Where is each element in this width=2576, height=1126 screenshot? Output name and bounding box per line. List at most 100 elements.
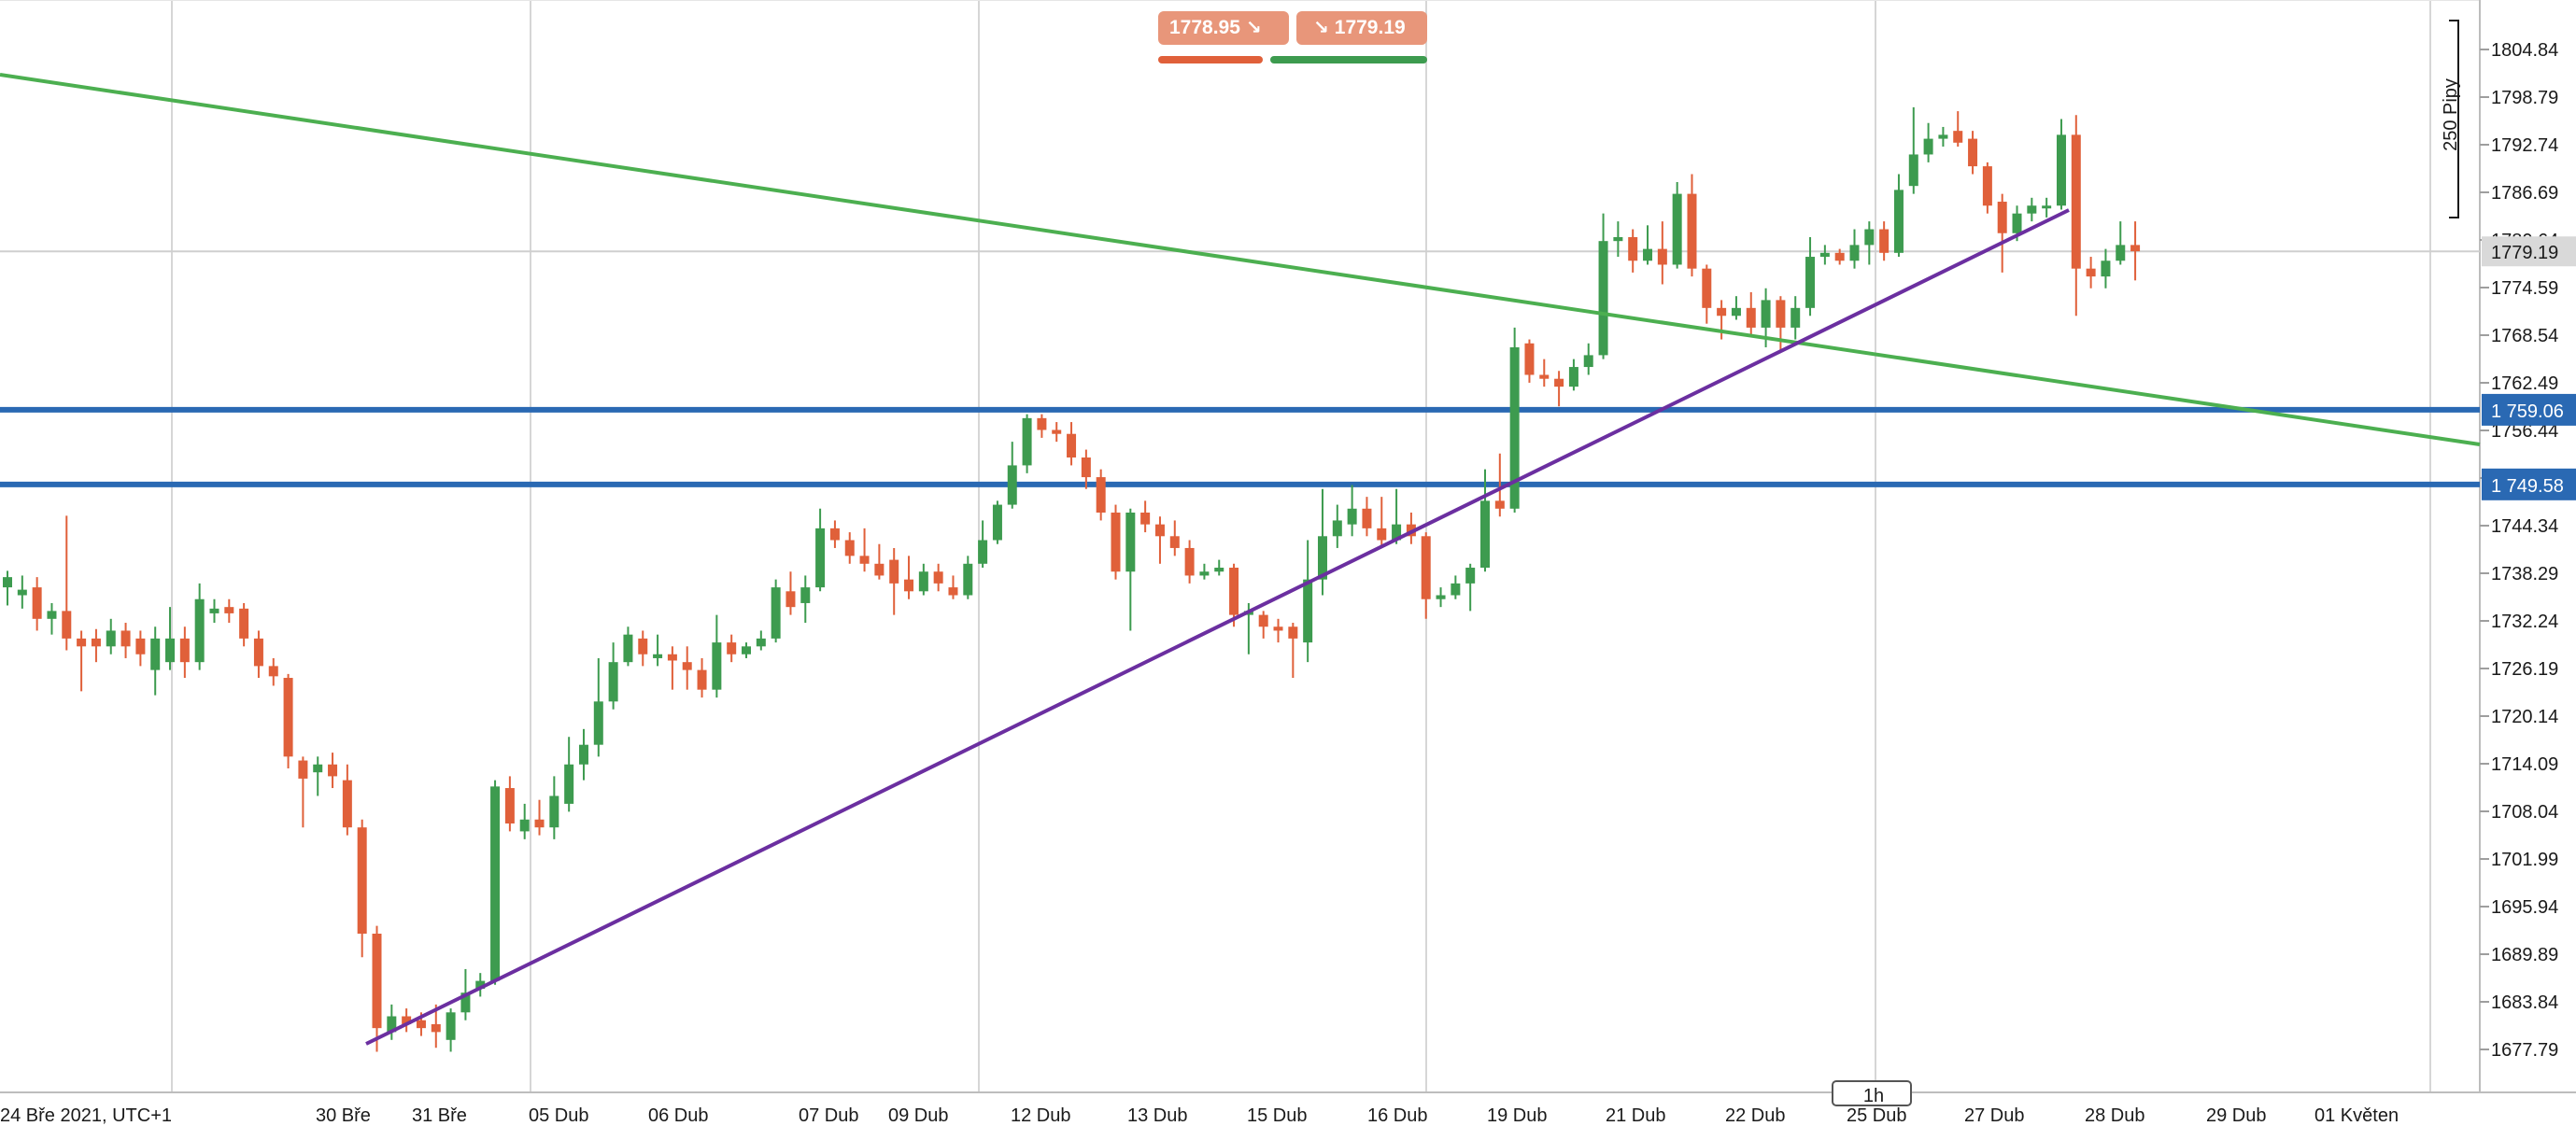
candle (712, 614, 722, 698)
candle-body (2071, 134, 2081, 269)
candle-body (1436, 595, 1446, 599)
candle-body (1154, 524, 1165, 537)
candle (1140, 500, 1151, 533)
candle-body (1451, 583, 1461, 596)
candle-body (194, 598, 205, 663)
candle-body (1879, 229, 1890, 253)
current-price-label: 1779.19 (2491, 243, 2558, 263)
level-price-label: 1 759.06 (2491, 401, 2564, 422)
level-price-tag (2482, 393, 2576, 426)
candle (2101, 248, 2111, 289)
candle-body (1392, 524, 1402, 541)
candle (1273, 618, 1283, 643)
time-tick-label: 30 Bře (316, 1105, 371, 1126)
trendlines[interactable] (0, 73, 2481, 1046)
time-tick-label: 13 Dub (1127, 1105, 1188, 1126)
price-tick-label: 1726.19 (2491, 659, 2558, 680)
timeframe-badge[interactable] (1832, 1080, 1912, 1106)
candle (1819, 245, 1830, 265)
candle (889, 547, 899, 615)
price-tick-label: 1677.79 (2491, 1040, 2558, 1061)
candle-body (1465, 568, 1476, 584)
candle-body (859, 556, 870, 564)
candle (446, 1008, 456, 1052)
candle (150, 626, 161, 696)
candle-body (1096, 477, 1106, 514)
level-price-label: 1 749.58 (2491, 476, 2564, 497)
sell-price-button[interactable]: 1778.95 ↘ (1158, 11, 1289, 45)
price-tick-label: 1714.09 (2491, 754, 2558, 775)
candle (1392, 488, 1402, 544)
candle-body (1229, 568, 1239, 615)
candle (1480, 469, 1490, 572)
candle (402, 1008, 412, 1033)
candle-body (150, 638, 161, 670)
price-tick-label: 1756.44 (2491, 421, 2558, 442)
candle-body (1849, 245, 1860, 261)
candle (209, 598, 219, 624)
candle-body (1317, 536, 1327, 580)
green-trendline (0, 73, 2481, 446)
buy-price-button[interactable]: ↘ 1779.19 (1296, 11, 1427, 45)
candle (239, 602, 249, 647)
candle-body (1140, 513, 1151, 525)
candle-body (47, 611, 57, 619)
candle (1303, 540, 1313, 663)
horizontal-levels[interactable] (0, 406, 2480, 487)
candle (829, 520, 840, 548)
candle (844, 532, 855, 564)
candle-body (2086, 268, 2096, 277)
candle-body (268, 666, 278, 677)
candle-body (1687, 193, 1697, 269)
candle (2071, 115, 2081, 317)
candle (1893, 174, 1904, 258)
timeframe-label: 1h (1863, 1086, 1884, 1106)
time-tick-label: 25 Dub (1847, 1105, 1907, 1126)
candle (593, 657, 603, 757)
candle (578, 728, 588, 781)
candle-body (1362, 508, 1372, 528)
candle-body (1834, 252, 1845, 261)
pip-measure-bracket (2449, 20, 2459, 218)
candle-body (1953, 131, 1963, 143)
candle-body (2042, 205, 2052, 209)
candle (1731, 296, 1741, 320)
candle-body (667, 654, 677, 661)
candle-body (1997, 202, 2007, 233)
candle (77, 630, 87, 692)
candle-body (446, 1012, 456, 1040)
candle-body (2101, 260, 2111, 277)
candle (1657, 221, 1667, 285)
arrow-down-right-icon: ↘ (1313, 18, 1329, 38)
price-tick-label: 1798.79 (2491, 88, 2558, 108)
candle (1554, 371, 1564, 407)
candle-body (1893, 190, 1904, 253)
candle-body (1776, 300, 1786, 328)
candle (1229, 563, 1239, 627)
time-tick-label: 06 Dub (648, 1105, 709, 1126)
candle (1096, 469, 1106, 521)
candle (1672, 181, 1682, 269)
candle-body (519, 819, 530, 832)
candle-body (106, 630, 116, 647)
candle-body (1303, 579, 1313, 643)
candle-body (1643, 248, 1653, 261)
candle-body (416, 1020, 426, 1029)
candle-body (1657, 248, 1667, 265)
candle-body (1746, 307, 1756, 328)
candle-body (1214, 568, 1224, 572)
candle-body (756, 638, 766, 647)
candle (1982, 162, 1992, 214)
candle (1081, 449, 1091, 489)
candle (1494, 453, 1505, 517)
candle (1643, 225, 1653, 265)
candle-body (1613, 236, 1623, 242)
candle-body (179, 638, 190, 663)
price-tick-label: 1762.49 (2491, 373, 2558, 394)
candle-body (1731, 307, 1741, 317)
candle-body (1347, 508, 1357, 525)
time-tick-label: 28 Dub (2085, 1105, 2145, 1126)
candle-body (431, 1023, 441, 1033)
